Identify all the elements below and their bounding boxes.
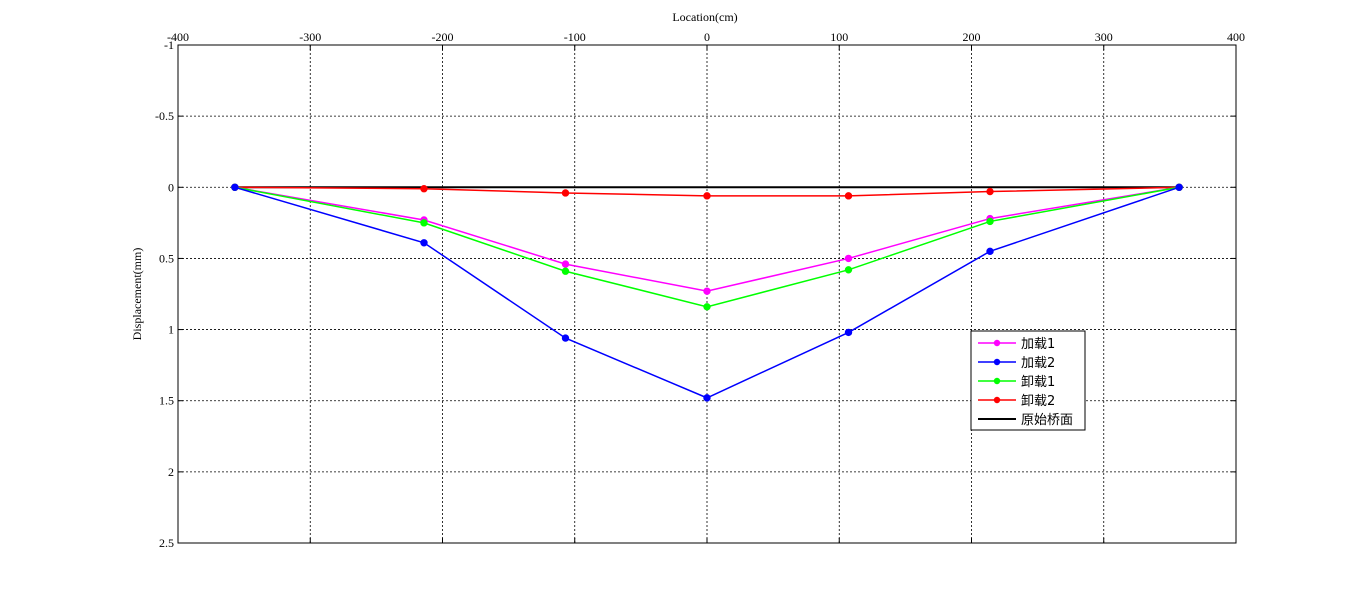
data-point	[844, 254, 853, 263]
legend-swatch-marker	[993, 396, 1001, 404]
data-point	[1175, 183, 1183, 191]
y-tick-label: 0.5	[159, 251, 174, 265]
data-point	[844, 266, 853, 274]
legend: 加载1 加载2 卸载1 卸载2 原始桥面	[970, 330, 1086, 431]
x-tick-label: -300	[299, 30, 321, 44]
x-tick-label: 200	[963, 30, 981, 44]
data-point	[561, 267, 570, 275]
x-tick-label: -200	[432, 30, 454, 44]
data-point	[703, 192, 711, 200]
x-tick-label: 0	[704, 30, 710, 44]
x-tick-label: 400	[1227, 30, 1245, 44]
data-point	[844, 328, 853, 337]
legend-swatch-marker	[993, 339, 1001, 347]
data-point	[703, 303, 711, 311]
data-point	[420, 185, 428, 193]
data-point	[703, 287, 711, 295]
data-point	[231, 183, 239, 191]
y-tick-label: -1	[164, 38, 174, 52]
data-point	[986, 217, 994, 226]
y-tick-label: 2.5	[159, 536, 174, 550]
legend-label: 原始桥面	[1021, 413, 1073, 428]
y-tick-label: 2	[168, 465, 174, 479]
data-point	[986, 187, 994, 196]
y-tick-label: 1.5	[159, 394, 174, 408]
data-point	[844, 192, 853, 200]
data-point	[420, 239, 428, 247]
series-group	[231, 183, 1183, 402]
series-2	[231, 183, 1183, 402]
legend-label: 加载1	[1021, 337, 1055, 352]
y-axis-label: Displacement(mm)	[130, 248, 144, 341]
x-tick-label: 300	[1095, 30, 1113, 44]
legend-swatch-marker	[993, 377, 1001, 385]
y-tick-label: -0.5	[155, 109, 174, 123]
x-tick-label: -400	[167, 30, 189, 44]
y-tick-label: 1	[168, 323, 174, 337]
x-tick-label: -100	[564, 30, 586, 44]
legend-swatch-marker	[993, 358, 1001, 366]
legend-label: 卸载1	[1021, 374, 1055, 390]
legend-label: 卸载2	[1021, 393, 1055, 409]
x-tick-label: 100	[830, 30, 848, 44]
y-tick-label: 0	[168, 180, 174, 194]
data-point	[986, 247, 994, 256]
axis-ticks: -400 -300 -200 -100 0 100 200 300 400 -1 -0.5 0 0.5 1…	[155, 30, 1245, 550]
data-point	[703, 394, 711, 402]
data-point	[561, 189, 570, 197]
data-point	[561, 334, 570, 342]
legend-label: 加载2	[1021, 356, 1055, 371]
data-point	[420, 219, 428, 227]
data-point	[561, 260, 570, 268]
x-axis-label: Location(cm)	[672, 10, 737, 24]
